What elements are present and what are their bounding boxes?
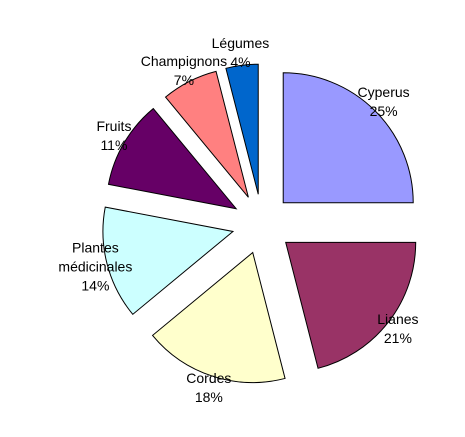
- pie-slice: [282, 72, 414, 204]
- slice-label: Cyperus 25%: [334, 83, 434, 121]
- slice-name: Fruits: [96, 118, 132, 135]
- slice-label: Lianes 21%: [348, 310, 448, 348]
- pie-slice: [164, 70, 249, 198]
- slice-label: Champignons 7%: [134, 52, 234, 90]
- pie-slice: [285, 241, 417, 369]
- slice-name: Plantes médicinales: [58, 239, 133, 275]
- slice-value: 14%: [81, 277, 110, 294]
- pie-slice: [151, 251, 286, 383]
- slice-name: Lianes: [377, 311, 419, 328]
- slice-value: 21%: [383, 330, 412, 347]
- slice-label: Fruits 11%: [64, 117, 164, 155]
- slice-value: 7%: [173, 71, 195, 88]
- slice-name: Légumes: [211, 35, 270, 52]
- slice-name: Cyperus: [357, 84, 410, 101]
- slice-value: 25%: [369, 103, 398, 120]
- slice-name: Cordes: [186, 369, 232, 386]
- slice-value: 11%: [100, 137, 128, 154]
- pie-slice: [107, 107, 238, 210]
- pie-slice: [102, 206, 235, 316]
- pie-slice: [225, 63, 259, 195]
- slice-name: Champignons: [140, 52, 228, 69]
- slice-label: Légumes 4%: [190, 34, 290, 72]
- slice-label: Cordes 18%: [159, 369, 259, 407]
- slice-value: 18%: [194, 388, 223, 405]
- slice-label: Plantes médicinales 14%: [45, 238, 145, 295]
- slice-value: 4%: [230, 54, 251, 71]
